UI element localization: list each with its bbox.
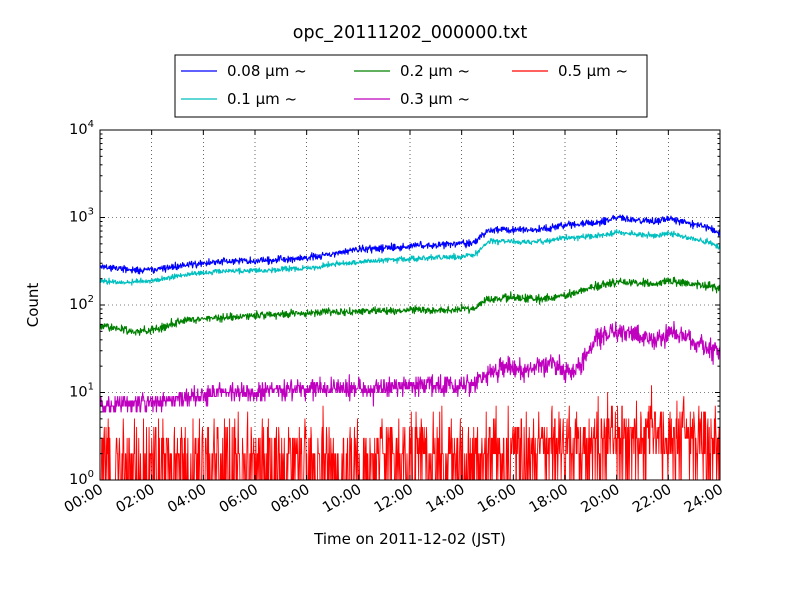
legend-box bbox=[174, 54, 648, 118]
series-line-0-1um bbox=[100, 229, 720, 286]
legend-label: 0.3 μm ~ bbox=[400, 90, 470, 108]
legend-entry: 0.2 μm ~ bbox=[354, 62, 470, 80]
series-line-0-3um bbox=[100, 320, 720, 413]
legend-entry: 0.3 μm ~ bbox=[354, 90, 470, 108]
gridlines bbox=[100, 130, 720, 480]
axis-ticks bbox=[99, 129, 721, 481]
series-line-0-08um bbox=[100, 214, 720, 275]
legend-label: 0.1 μm ~ bbox=[227, 90, 297, 108]
legend-entry: 0.5 μm ~ bbox=[512, 62, 628, 80]
series-line-0-2um bbox=[100, 276, 720, 336]
legend-entry: 0.08 μm ~ bbox=[181, 62, 307, 80]
legend-label: 0.2 μm ~ bbox=[400, 62, 470, 80]
series-line-0-5um bbox=[100, 385, 720, 480]
legend-entry: 0.1 μm ~ bbox=[181, 90, 297, 108]
legend-label: 0.08 μm ~ bbox=[227, 62, 307, 80]
legend-label: 0.5 μm ~ bbox=[558, 62, 628, 80]
y-axis-label: Count bbox=[24, 283, 42, 328]
x-axis-label: Time on 2011-12-02 (JST) bbox=[313, 530, 506, 548]
legend: 0.08 μm ~ 0.1 μm ~ 0.2 μm ~ 0.3 μm ~ 0.5 μm … bbox=[174, 54, 648, 118]
series-layer bbox=[100, 214, 720, 480]
chart-title: opc_20111202_000000.txt bbox=[293, 23, 528, 43]
